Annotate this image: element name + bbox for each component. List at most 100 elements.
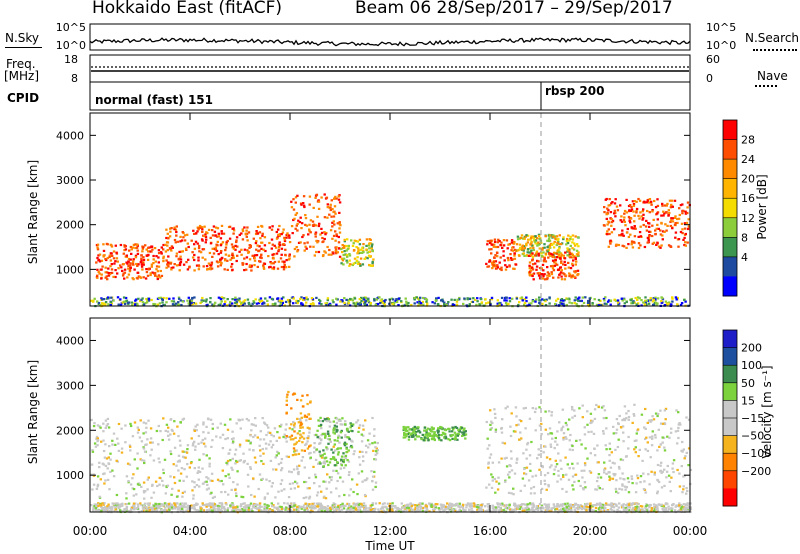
power-cell	[216, 244, 219, 247]
power-cell	[573, 275, 576, 278]
velocity-cell	[653, 505, 656, 509]
velocity-cell	[639, 475, 643, 478]
velocity-cell	[298, 505, 301, 508]
velocity-cell	[378, 502, 381, 505]
power-cell	[630, 297, 633, 301]
power-cell	[391, 302, 394, 305]
velocity-cell	[689, 506, 692, 509]
power-cell	[511, 246, 514, 249]
velocity-cell	[258, 473, 262, 476]
velocity-cell	[687, 507, 690, 510]
velocity-cell	[409, 433, 412, 436]
velocity-cell	[271, 482, 274, 485]
velocity-cell	[614, 448, 617, 451]
power-cell	[156, 275, 159, 278]
velocity-cell	[318, 453, 322, 456]
velocity-cell	[218, 505, 221, 508]
velocity-cell	[573, 480, 576, 483]
velocity-cell	[631, 482, 634, 485]
power-cell	[259, 297, 263, 300]
velocity-cell	[226, 507, 230, 510]
power-cell	[567, 266, 570, 269]
velocity-cell	[628, 506, 632, 509]
velocity-cell	[661, 470, 664, 473]
power-cell	[381, 301, 385, 304]
velocity-cell	[460, 426, 464, 429]
velocity-cell	[648, 419, 651, 422]
power-cell	[343, 244, 346, 248]
velocity-cell	[410, 428, 414, 431]
velocity-cell	[660, 461, 663, 464]
power-cell	[173, 303, 176, 306]
power-cell	[685, 221, 689, 224]
power-cell	[513, 241, 516, 244]
power-cell	[523, 254, 526, 257]
velocity-cell	[374, 458, 378, 461]
power-cell	[559, 257, 562, 260]
power-cell	[404, 297, 407, 300]
velocity-cell	[308, 445, 311, 448]
power-cell	[130, 301, 134, 304]
power-cell	[611, 219, 615, 222]
velocity-cell	[627, 480, 630, 484]
power-cell	[568, 255, 571, 258]
velocity-cell	[205, 425, 208, 428]
power-cell	[518, 301, 521, 304]
velocity-cell	[680, 505, 684, 508]
power-cell	[150, 265, 153, 268]
velocity-cell	[625, 486, 628, 489]
power-cell	[629, 204, 632, 207]
power-cell	[145, 271, 149, 274]
power-cell	[665, 211, 668, 214]
power-cell	[235, 240, 238, 244]
velocity-cell	[540, 487, 544, 490]
power-cell	[576, 254, 579, 258]
power-cell	[597, 304, 600, 307]
velocity-cell	[654, 433, 657, 437]
velocity-cell	[300, 459, 303, 462]
velocity-cell	[313, 434, 317, 437]
velocity-cell	[604, 444, 607, 447]
power-colorbar-tick-label: 8	[741, 231, 748, 244]
power-cell	[96, 274, 99, 277]
velocity-cell	[544, 410, 547, 413]
velocity-cell	[597, 461, 600, 464]
velocity-cell	[246, 504, 249, 507]
velocity-cell	[569, 506, 572, 509]
velocity-cell	[330, 476, 333, 479]
velocity-cell	[457, 505, 460, 508]
power-cell	[281, 260, 284, 263]
power-cell	[522, 237, 525, 240]
velocity-cell	[651, 430, 654, 433]
velocity-cell	[224, 475, 227, 478]
velocity-cell	[520, 437, 523, 440]
velocity-cell	[476, 508, 479, 511]
power-cell	[326, 303, 330, 306]
power-cell	[564, 251, 567, 254]
power-cell	[455, 300, 459, 303]
velocity-cell	[100, 440, 103, 443]
velocity-cell	[316, 429, 319, 432]
power-cell	[193, 269, 196, 272]
velocity-cell	[590, 430, 593, 433]
velocity-cell	[514, 507, 517, 510]
power-cell	[505, 304, 509, 307]
velocity-cell	[616, 445, 620, 449]
power-cell	[550, 252, 553, 255]
velocity-cell	[312, 502, 316, 505]
velocity-cell	[323, 432, 326, 435]
power-cell	[543, 258, 546, 261]
power-cell	[552, 255, 555, 259]
velocity-cell	[440, 426, 443, 429]
velocity-cell	[216, 426, 219, 429]
velocity-cell	[252, 477, 255, 480]
power-cell	[330, 215, 333, 218]
velocity-cell	[98, 461, 101, 464]
velocity-cell	[254, 461, 258, 464]
power-cell	[656, 302, 659, 305]
velocity-cell	[264, 442, 268, 445]
power-cell	[527, 238, 530, 241]
velocity-cell	[203, 480, 207, 484]
power-cell	[93, 297, 96, 300]
power-cell	[270, 228, 274, 231]
